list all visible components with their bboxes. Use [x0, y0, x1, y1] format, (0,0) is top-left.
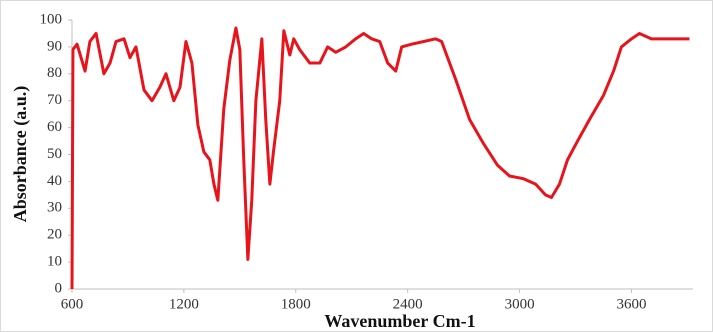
y-tick-label: 40	[47, 173, 62, 189]
y-tick-label: 50	[47, 146, 62, 162]
x-axis-title: Wavenumber Cm-1	[324, 311, 475, 331]
y-tick-label: 100	[40, 11, 63, 27]
x-tick-label: 600	[61, 296, 84, 312]
x-tick-label: 1800	[281, 296, 311, 312]
y-axis-title: Absorbance (a.u.)	[10, 86, 31, 223]
y-tick-label: 10	[47, 254, 62, 270]
x-tick-label: 1200	[169, 296, 199, 312]
y-tick-label: 0	[55, 280, 63, 296]
y-tick-label: 90	[47, 38, 62, 54]
spectrum-line	[70, 26, 690, 290]
y-tick-label: 20	[47, 227, 62, 243]
x-tick-label: 3000	[505, 296, 535, 312]
y-tick-label: 60	[47, 119, 62, 135]
y-tick-label: 70	[47, 92, 62, 108]
y-tick-label: 30	[47, 200, 62, 216]
x-tick-label: 3600	[616, 296, 646, 312]
x-tick-label: 2400	[393, 296, 423, 312]
y-tick-label: 80	[47, 65, 62, 81]
